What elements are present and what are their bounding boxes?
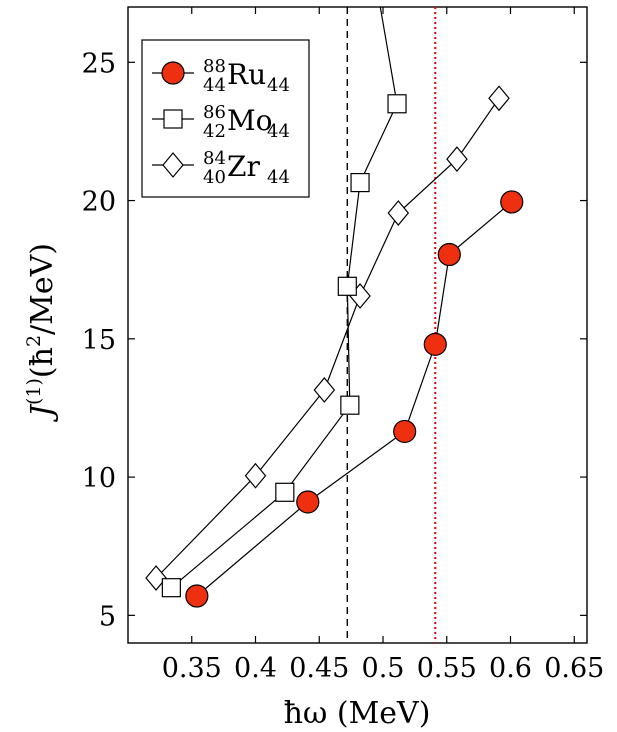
data-point: [337, 276, 357, 296]
data-point: [387, 200, 410, 226]
legend-proton-number: 40: [203, 167, 226, 188]
legend-marker: [163, 109, 183, 129]
data-point: [313, 377, 336, 403]
legend-element-symbol: Zr: [227, 150, 260, 183]
legend-marker: [162, 152, 184, 178]
y-axis-title-rest: /MeV): [25, 243, 60, 335]
axis-ticks: 0.35 0.4 0.45 0.5 0.55 0.6 0.65 5 10 15 20 25: [82, 7, 604, 684]
y-axis-title: J(1)(ħ2/MeV): [23, 243, 60, 423]
series-layer: [145, 0, 524, 608]
series-line: [196, 201, 513, 597]
x-tick-label: 0.4: [234, 653, 277, 684]
legend-element-symbol: Mo: [227, 104, 273, 137]
data-point: [437, 242, 461, 267]
y-tick-label: 20: [82, 187, 116, 218]
x-tick-label: 0.55: [417, 653, 477, 684]
y-axis-title-sup2: 2: [23, 335, 45, 347]
y-axis-title-sup1: (1): [23, 378, 45, 405]
y-tick-label: 25: [82, 48, 116, 79]
x-tick-label: 0.5: [362, 653, 405, 684]
series-mo: [161, 0, 407, 598]
y-tick-label: 15: [82, 325, 116, 356]
y-tick-label: 5: [99, 601, 116, 632]
y-axis-title-open: (ħ: [25, 347, 60, 378]
data-point: [393, 419, 417, 444]
legend-proton-number: 44: [203, 75, 226, 96]
data-point: [387, 94, 407, 114]
x-axis-title: ħω (MeV): [284, 696, 431, 731]
data-point: [275, 482, 295, 502]
legend-element-symbol: Ru: [227, 58, 266, 91]
data-point: [500, 190, 524, 214]
data-point: [446, 146, 468, 173]
data-point: [350, 172, 370, 193]
data-point: [161, 578, 181, 598]
data-point: [296, 490, 320, 514]
x-tick-label: 0.35: [162, 653, 222, 684]
data-point: [488, 85, 510, 112]
data-point: [185, 584, 209, 608]
y-axis-title-main: J: [25, 403, 60, 423]
legend-mass-number: 86: [203, 102, 226, 123]
data-point: [244, 462, 267, 489]
data-point: [340, 395, 360, 415]
data-point: [369, 0, 387, 2]
legend-marker: [161, 61, 185, 85]
legend-neutron-number: 44: [267, 167, 290, 188]
reference-lines: [346, 7, 437, 643]
legend-mass-number: 84: [203, 148, 226, 169]
x-tick-label: 0.45: [289, 653, 349, 684]
series-ru: [185, 190, 524, 608]
x-tick-label: 0.65: [544, 653, 604, 684]
data-point: [423, 332, 447, 356]
legend-mass-number: 88: [203, 56, 226, 77]
legend-neutron-number: 44: [267, 75, 290, 96]
series-zr: [145, 85, 510, 591]
data-point: [145, 565, 167, 591]
plot-frame: [127, 6, 588, 644]
legend-proton-number: 42: [203, 121, 226, 142]
y-tick-label: 10: [82, 463, 116, 494]
x-tick-label: 0.6: [489, 653, 532, 684]
legend-neutron-number: 44: [267, 121, 290, 142]
